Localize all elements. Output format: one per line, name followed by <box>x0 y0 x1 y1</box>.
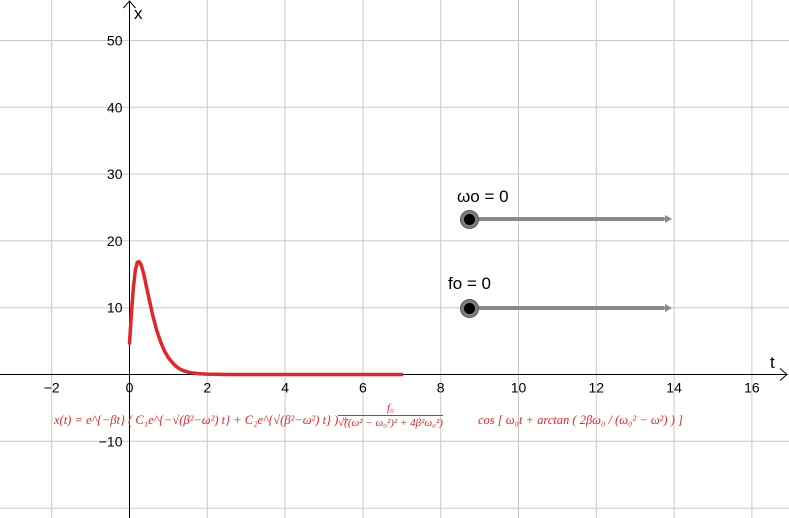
equation-denominator: √((ω² − ω₀²)² + 4β²ω₀²) <box>338 417 443 429</box>
x-tick-label: 6 <box>359 380 367 396</box>
equation-numerator: f₀ <box>338 402 443 416</box>
x-tick-label: 12 <box>589 380 605 396</box>
tick-labels: −2 0 2 4 6 8 10 12 14 16 −10 10 20 30 40 50 <box>44 33 760 450</box>
equation-label[interactable]: x(t) = e^{−βt} ( C₁e^{−√(β²−ω²) t} + C₂e… <box>54 400 684 444</box>
slider-omega-arrow-icon <box>665 215 672 223</box>
slider-omega-label: ωo = 0 <box>457 187 509 206</box>
x-tick-label: 16 <box>744 380 760 396</box>
y-tick-label: 10 <box>107 300 123 316</box>
y-axis-label: x <box>134 4 143 23</box>
y-tick-label: −10 <box>99 433 123 449</box>
slider-fo-label: fo = 0 <box>448 274 492 293</box>
slider-omega-knob[interactable] <box>461 211 478 228</box>
equation-main: x(t) = e^{−βt} ( C₁e^{−√(β²−ω²) t} + C₂e… <box>54 413 350 427</box>
x-tick-label: 2 <box>203 380 211 396</box>
series-line[interactable] <box>127 259 404 377</box>
equation-fraction: f₀ √((ω² − ω₀²)² + 4β²ω₀²) <box>338 402 443 429</box>
x-tick-label: −2 <box>44 380 60 396</box>
y-tick-label: 50 <box>107 33 123 49</box>
slider-omega-track[interactable] <box>469 217 665 221</box>
slider-fo-track[interactable] <box>469 306 665 310</box>
equation-tail: cos [ ω₀t + arctan ( 2βω₀ / (ω₀² − ω²) )… <box>478 413 683 427</box>
x-axis-label: t <box>770 353 775 372</box>
y-axis-arrow-icon <box>123 0 136 9</box>
x-tick-label: 4 <box>281 380 289 396</box>
y-tick-label: 30 <box>107 166 123 182</box>
x-axis-arrow-icon <box>779 368 788 381</box>
y-tick-label: 20 <box>107 233 123 249</box>
x-tick-label: 10 <box>511 380 527 396</box>
slider-fo-knob[interactable] <box>461 300 478 317</box>
x-tick-label: 14 <box>666 380 682 396</box>
x-tick-label: 8 <box>437 380 445 396</box>
y-tick-label: 40 <box>107 99 123 115</box>
slider-fo-arrow-icon <box>665 304 672 312</box>
series-layer <box>127 259 404 377</box>
x-tick-label: 0 <box>126 380 134 396</box>
